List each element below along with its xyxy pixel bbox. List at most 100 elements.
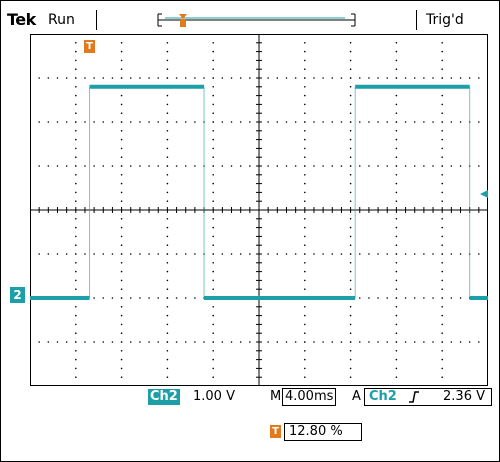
grid-dot [84,253,86,255]
grid-dot [358,253,361,255]
grid-dot [212,59,214,62]
grid-dot [120,288,123,290]
grid-dot [304,50,306,53]
grid-dot [221,121,224,123]
grid-dot [120,323,123,326]
grid-dot [120,270,123,273]
grid-dot [340,165,343,167]
grid-dot [212,174,214,176]
grid-dot [166,42,169,44]
grid-dot [441,130,444,132]
grid-dot [166,314,169,317]
grid-dot [313,165,315,167]
grid-dot [221,253,224,255]
timebase-readout[interactable]: 4.00ms [282,388,337,406]
grid-dot [441,59,444,62]
grid-dot [441,174,444,176]
grid-dot [349,200,352,202]
trigger-position-marker[interactable]: T [84,40,95,53]
grid-dot [395,59,398,62]
grid-dot [111,297,114,299]
grid-dot [304,341,306,343]
grid-dot [212,270,214,273]
grid-dot [75,279,77,282]
grid-dot [395,367,398,370]
grid-dot [249,121,251,123]
grid-dot [478,121,480,123]
grid-dot [120,279,123,282]
grid-dot [304,147,306,150]
grid-dot [221,77,224,79]
grid-dot [423,121,425,123]
grid-dot [129,165,132,167]
grid-dot [340,77,343,79]
grid-dot [349,50,352,53]
grid-dot [120,332,123,335]
grid-dot [75,376,77,379]
grid-dot [75,77,77,79]
grid-dot [395,288,398,290]
channel-badge[interactable]: Ch2 [148,389,180,405]
grid-dot [441,376,444,379]
channel-2-ref-marker[interactable]: 2 [10,287,25,303]
trigger-readout[interactable]: Ch2 2.36 V [364,388,492,406]
grid-dot [404,77,407,79]
grid-dot [120,50,123,53]
grid-dot [38,253,40,255]
grid-dot [75,306,77,308]
grid-dot [285,77,288,79]
trigger-position-readout[interactable]: 12.80 % [284,423,362,441]
grid-dot [468,77,471,79]
grid-dot [322,165,324,167]
grid-dot [75,147,77,150]
grid-dot [166,270,169,273]
grid-dot [129,77,132,79]
grid-dot [304,270,306,273]
grid-dot [148,253,150,255]
grid-dot [441,314,444,317]
grid-dot [459,121,462,123]
grid-dot [322,341,324,343]
grid-dot [349,253,352,255]
grid-dot [441,68,444,70]
grid-dot [349,112,352,114]
grid-dot [349,262,352,264]
grid-dot [450,121,453,123]
grid-dot [239,77,242,79]
grid-dot [157,77,160,79]
grid-dot [349,288,352,290]
grid-dot [75,121,77,123]
grid-dot [450,341,453,343]
grid-dot [478,341,480,343]
grid-dot [166,156,169,158]
grid-dot [459,253,462,255]
grid-dot [111,165,114,167]
grid-dot [75,59,77,62]
grid-dot [239,121,242,123]
grid-dot [65,341,68,343]
grid-dot [285,165,288,167]
grid-dot [212,306,214,308]
grid-dot [349,367,352,370]
grid-dot [395,182,398,185]
record-position-bar[interactable] [155,10,360,30]
grid-dot [423,297,425,299]
grid-dot [93,341,95,343]
grid-dot [459,297,462,299]
grid-dot [175,297,178,299]
grid-dot [120,103,123,106]
grid-dot [441,147,444,150]
grid-dot [65,77,68,79]
grid-dot [395,306,398,308]
grid-dot [404,121,407,123]
grid-dot [459,341,462,343]
grid-dot [395,103,398,106]
grid-dot [276,77,279,79]
grid-dot [166,103,169,106]
grid-dot [386,341,389,343]
grid-dot [377,77,379,79]
grid-dot [47,341,50,343]
grid-dot [175,77,178,79]
grid-dot [139,121,141,123]
grid-dot [166,244,169,246]
